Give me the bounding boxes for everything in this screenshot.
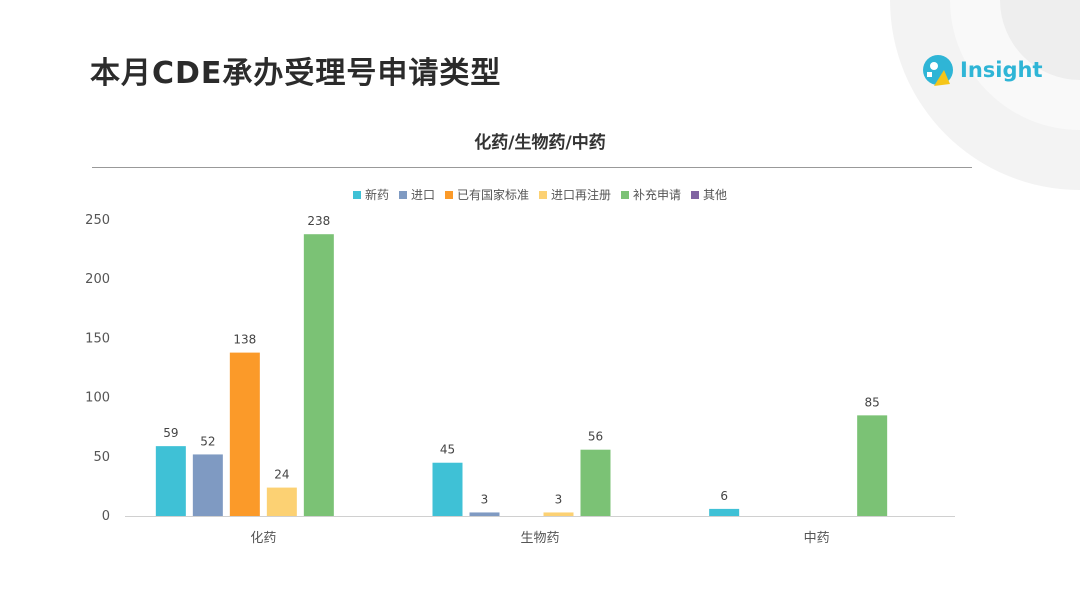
legend-swatch	[539, 190, 547, 199]
y-tick-label: 50	[93, 450, 110, 465]
data-label: 3	[555, 492, 563, 506]
bar	[155, 446, 186, 516]
x-tick-label: 生物药	[520, 531, 559, 546]
page-title: 本月CDE承办受理号申请类型	[90, 56, 502, 91]
y-tick-label: 250	[85, 213, 110, 228]
legend-swatch	[398, 190, 407, 199]
chart-legend: 新药 进口 已有国家标准 进口再注册 补充申请 其他	[0, 186, 1080, 203]
insight-logo-icon	[923, 55, 953, 86]
logo-text: Insight	[960, 58, 1043, 82]
y-tick-label: 150	[85, 331, 110, 346]
legend-label: 补充申请	[633, 188, 682, 202]
bar	[469, 512, 500, 516]
chart-title: 化药/生物药/中药	[474, 133, 606, 153]
legend-label: 进口	[410, 188, 435, 202]
legend-item: 已有国家标准	[444, 186, 529, 203]
legend-label: 其他	[703, 188, 728, 202]
legend-item: 其他	[691, 186, 727, 203]
bar	[266, 487, 297, 516]
y-tick-label: 100	[85, 391, 110, 406]
data-label: 59	[163, 426, 178, 440]
legend-label: 新药	[364, 188, 389, 202]
data-label: 6	[720, 489, 728, 503]
title-divider	[92, 167, 972, 168]
bar	[192, 454, 223, 516]
data-label: 138	[233, 333, 256, 347]
legend-item: 新药	[352, 186, 389, 203]
x-tick-label: 中药	[804, 531, 830, 546]
logo: Insight	[920, 52, 1042, 88]
bar	[229, 352, 260, 516]
legend-swatch	[691, 190, 700, 199]
legend-swatch	[444, 190, 453, 199]
data-label: 85	[865, 395, 880, 409]
bar	[857, 415, 888, 516]
legend-item: 进口	[398, 186, 435, 203]
legend-swatch	[352, 190, 361, 199]
data-label: 52	[200, 434, 215, 448]
y-tick-label: 200	[85, 272, 110, 287]
legend-item: 补充申请	[621, 186, 681, 203]
bar	[303, 234, 334, 516]
bar	[709, 508, 740, 516]
bar	[543, 512, 574, 516]
bar	[580, 449, 611, 516]
legend-label: 进口再注册	[551, 188, 612, 202]
legend-swatch	[621, 190, 630, 199]
legend-label: 已有国家标准	[456, 188, 529, 202]
x-tick-label: 化药	[250, 531, 276, 546]
bar	[432, 462, 463, 516]
data-label: 56	[588, 430, 603, 444]
data-label: 24	[274, 468, 289, 482]
data-label: 238	[307, 214, 330, 228]
background-swirl-decoration	[890, 0, 1080, 190]
data-label: 3	[481, 492, 489, 506]
legend-item: 进口再注册	[539, 186, 611, 203]
data-label: 45	[440, 443, 455, 457]
y-tick-label: 0	[102, 509, 110, 524]
